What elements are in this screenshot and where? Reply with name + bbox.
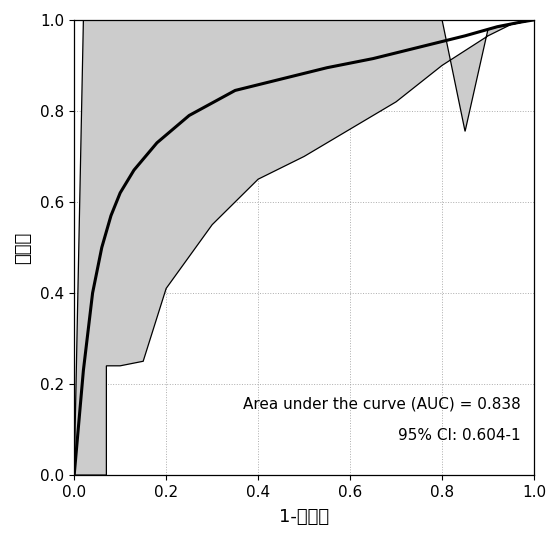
X-axis label: 1-特异性: 1-特异性 [279,508,329,526]
Polygon shape [74,20,534,475]
Text: 95% CI: 0.604-1: 95% CI: 0.604-1 [398,428,520,443]
Y-axis label: 灵敏度: 灵敏度 [14,231,32,264]
Text: Area under the curve (AUC) = 0.838: Area under the curve (AUC) = 0.838 [242,396,520,411]
